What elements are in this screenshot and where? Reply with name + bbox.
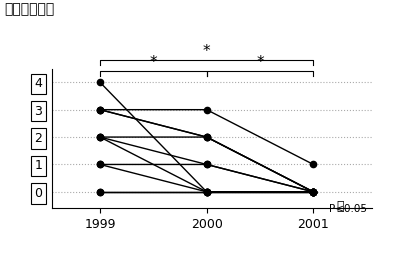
Text: P<0.05: P<0.05 xyxy=(329,204,367,214)
Text: 年: 年 xyxy=(337,200,344,213)
Text: *: * xyxy=(150,55,157,70)
Text: *: * xyxy=(256,55,264,70)
Text: *: * xyxy=(203,44,210,59)
Text: 肺炎罹患回数: 肺炎罹患回数 xyxy=(4,3,54,17)
